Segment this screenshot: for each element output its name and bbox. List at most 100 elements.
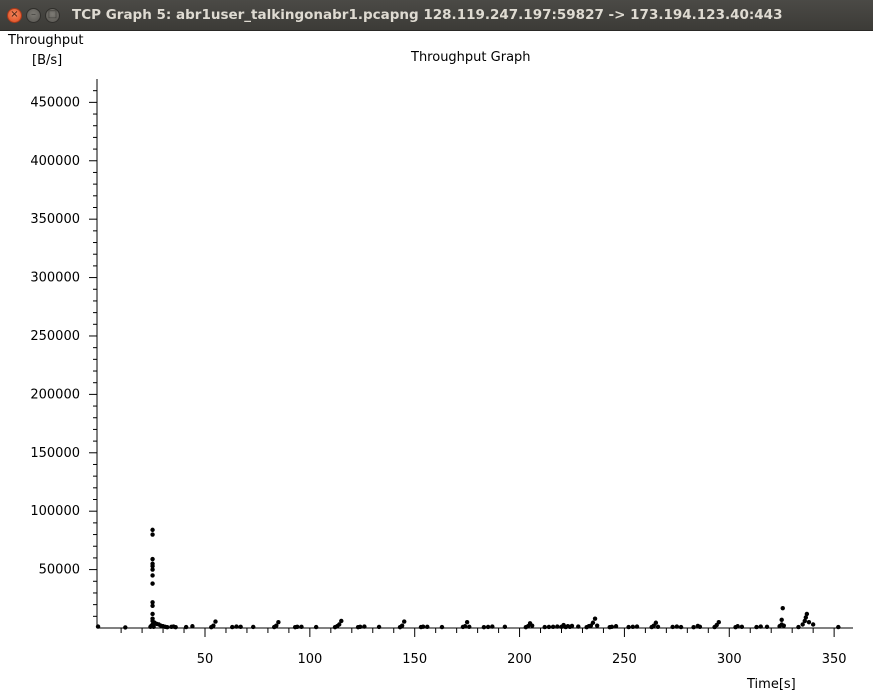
data-point [274, 623, 279, 628]
data-point [555, 624, 560, 629]
data-point [362, 624, 367, 629]
data-point [800, 622, 805, 627]
data-point [376, 624, 382, 630]
data-point [590, 620, 596, 625]
minimize-icon[interactable]: – [26, 7, 41, 23]
throughput-plot-area[interactable]: Throughput [B/s] Throughput Graph Time[s… [0, 31, 873, 699]
data-point [670, 624, 675, 630]
data-point [542, 624, 547, 630]
data-point [779, 617, 784, 623]
data-point [781, 623, 786, 628]
data-point [716, 619, 721, 625]
data-point [230, 624, 235, 630]
data-point [165, 624, 170, 630]
y-tick-label: 300000 [30, 271, 80, 286]
x-tick-label: 100 [297, 652, 322, 667]
data-point [183, 624, 189, 630]
x-tick-label: 250 [612, 652, 637, 667]
data-point [150, 556, 155, 562]
data-point [151, 624, 156, 630]
window-title: TCP Graph 5: abr1user_talkingonabr1.pcap… [72, 7, 783, 23]
data-point [626, 624, 631, 630]
data-point [295, 624, 300, 630]
data-point [123, 625, 128, 630]
data-point [550, 624, 556, 630]
data-point [569, 623, 575, 629]
y-tick-label: 250000 [30, 329, 80, 344]
data-point [594, 623, 600, 628]
data-point [150, 573, 155, 578]
window-titlebar[interactable]: × – □ TCP Graph 5: abr1user_talkingonabr… [0, 0, 873, 31]
x-tick-label: 200 [507, 652, 532, 667]
data-point [238, 624, 243, 630]
data-point [502, 624, 508, 630]
data-point [634, 624, 640, 629]
data-point [150, 581, 155, 586]
x-tick-label: 300 [717, 652, 742, 667]
data-point [425, 624, 430, 630]
data-point [339, 618, 344, 624]
data-point [758, 624, 763, 629]
scatter-plot: 50000 100000 150000 200000 250000 300000 35000… [30, 79, 853, 667]
chart-title: Throughput Graph [411, 50, 531, 65]
data-point [213, 619, 218, 624]
data-point [276, 619, 281, 625]
y-tick-label: 400000 [30, 154, 80, 169]
data-point [836, 624, 841, 630]
close-icon[interactable]: × [7, 7, 22, 23]
data-point [780, 605, 785, 611]
data-point [653, 620, 659, 625]
data-point [150, 600, 155, 605]
data-point [735, 624, 740, 629]
data-point [764, 624, 770, 630]
data-point [173, 624, 178, 630]
data-point [150, 567, 155, 572]
data-point [674, 624, 680, 629]
data-point [609, 624, 615, 630]
data-point [234, 624, 239, 629]
data-point [251, 624, 256, 630]
data-point [313, 624, 319, 630]
data-point [803, 615, 809, 620]
x-axis-label: Time[s] [747, 677, 796, 692]
data-point [529, 623, 535, 628]
y-tick-label: 200000 [30, 387, 80, 402]
y-axis-unit-label: [B/s] [32, 53, 63, 68]
data-point [439, 624, 445, 630]
y-tick-label: 150000 [30, 446, 80, 461]
data-point [655, 624, 661, 630]
data-point [592, 616, 598, 621]
data-point [150, 527, 155, 533]
x-tick-label: 150 [402, 652, 427, 667]
data-point [804, 611, 810, 617]
data-point [150, 603, 155, 609]
data-point [150, 532, 155, 537]
maximize-icon[interactable]: □ [45, 7, 60, 23]
data-point [630, 624, 636, 630]
data-point [190, 624, 195, 629]
data-point [739, 624, 745, 630]
window-controls: × – □ [7, 7, 60, 23]
data-point [211, 623, 216, 628]
data-point [490, 624, 495, 629]
data-point [546, 624, 552, 630]
y-tick-label: 450000 [30, 95, 80, 110]
data-point [576, 624, 581, 629]
data-point [802, 618, 807, 624]
data-point [754, 624, 759, 630]
data-point [464, 619, 470, 625]
data-point [337, 622, 342, 627]
data-point [402, 619, 407, 624]
data-point [150, 611, 155, 617]
data-point [462, 624, 468, 629]
data-point [613, 624, 619, 629]
data-point [420, 624, 426, 629]
data-point [810, 622, 816, 627]
y-tick-label: 350000 [30, 212, 80, 227]
y-tick-label: 100000 [30, 504, 80, 519]
data-point [299, 624, 304, 630]
data-point [95, 624, 101, 629]
data-point [691, 624, 696, 630]
data-point [697, 624, 703, 630]
